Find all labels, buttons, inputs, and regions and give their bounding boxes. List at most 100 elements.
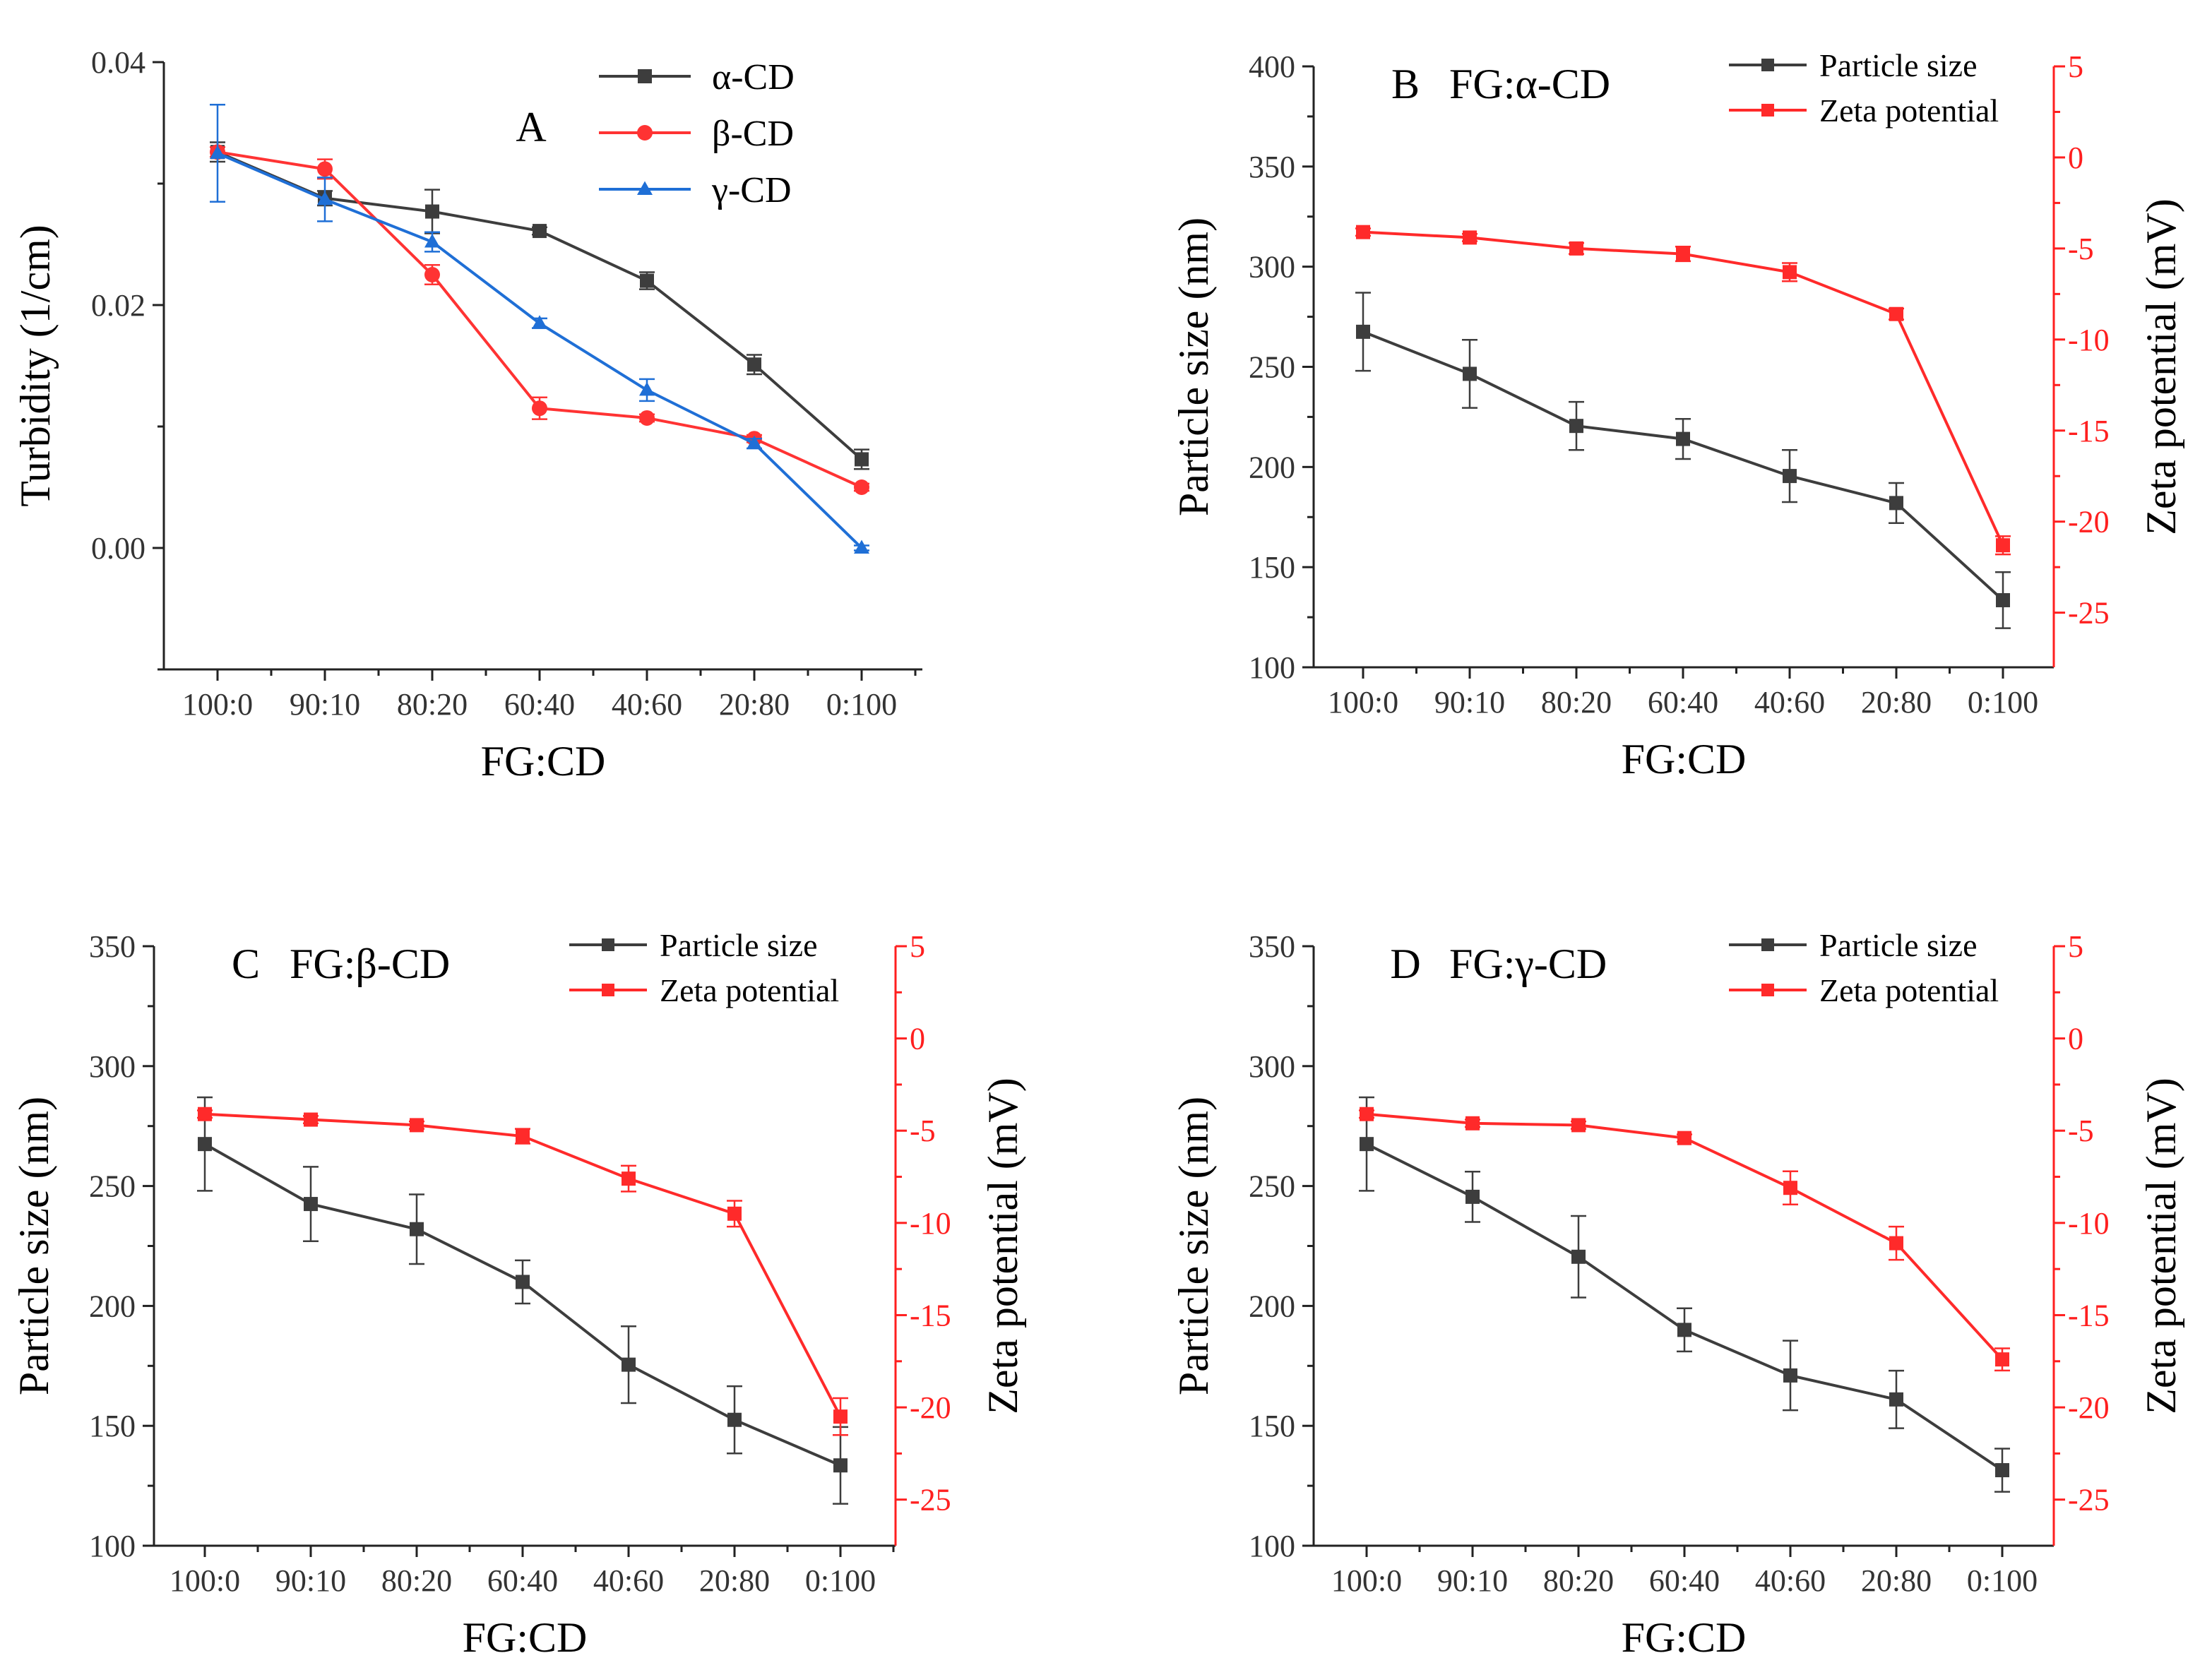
x-tick-label: 90:10	[1437, 1563, 1508, 1598]
data-point	[198, 1137, 212, 1152]
x-tick-label: 100:0	[170, 1563, 240, 1598]
panel-label: D	[1390, 941, 1420, 987]
legend-marker	[602, 938, 614, 951]
series-line	[1366, 1143, 2004, 1472]
data-point	[1889, 496, 1903, 511]
x-tick-label: 80:20	[397, 687, 468, 722]
series-size	[1355, 292, 2011, 629]
y2-axis-title: Zeta potential (mV)	[980, 1078, 1026, 1414]
y-tick-label: 250	[1249, 1169, 1295, 1204]
y2-axis-title: Zeta potential (mV)	[2138, 1078, 2184, 1414]
legend: Particle size Zeta potential	[1729, 47, 1999, 129]
data-point	[210, 145, 225, 159]
data-point	[1356, 225, 1370, 239]
data-point	[1996, 592, 2010, 607]
x-axis-title: FG:CD	[481, 738, 606, 785]
data-point	[304, 1197, 318, 1212]
x-tick-label: 100:0	[1328, 685, 1398, 720]
legend-marker	[602, 984, 614, 996]
x-tick-label: 0:100	[1967, 1563, 2038, 1598]
y2-tick-label: -25	[2068, 596, 2110, 631]
data-point	[516, 1129, 530, 1144]
legend-label: Particle size	[1819, 47, 1978, 83]
data-point	[1783, 265, 1797, 280]
y-tick-label: 100	[89, 1529, 136, 1563]
panel-title: FG:γ-CD	[1449, 941, 1607, 987]
series-size	[197, 1096, 848, 1505]
data-point	[1783, 469, 1797, 484]
y2-tick-label: -5	[2068, 232, 2094, 266]
legend: Particle size Zeta potential	[1729, 927, 1999, 1008]
y-tick-label: 0.00	[91, 531, 145, 566]
series-gamma	[210, 103, 869, 554]
legend-label: α-CD	[712, 57, 795, 97]
x-tick-label: 60:40	[1649, 1563, 1720, 1598]
x-tick-label: 90:10	[275, 1563, 346, 1598]
data-point	[1677, 1131, 1691, 1145]
y2-tick-label: -25	[2068, 1483, 2110, 1517]
x-tick-label: 80:20	[1543, 1563, 1614, 1598]
data-point	[1463, 230, 1477, 245]
y2-axis-title: Zeta potential (mV)	[2138, 198, 2184, 535]
series-line	[217, 152, 863, 549]
legend: α-CD β-CD γ-CD	[599, 57, 795, 210]
y-axis-title: Turbidity (1/cm)	[12, 225, 59, 506]
data-point	[639, 410, 655, 426]
x-tick-label: 40:60	[1755, 1563, 1826, 1598]
y-tick-label: 100	[1249, 1529, 1295, 1563]
data-point	[410, 1222, 424, 1236]
y2-tick-label: -20	[2068, 1390, 2110, 1425]
x-tick-label: 60:40	[504, 687, 575, 722]
x-tick-label: 60:40	[1648, 685, 1718, 720]
x-tick-label: 20:80	[719, 687, 790, 722]
y-tick-label: 300	[89, 1049, 136, 1084]
data-point	[198, 1107, 212, 1121]
data-point	[1676, 431, 1690, 446]
y2-tick-label: 0	[2068, 141, 2083, 175]
y2-tick-label: 0	[2068, 1022, 2083, 1056]
series-line	[1362, 330, 2004, 602]
panel-label: C	[232, 941, 260, 987]
y-axis-title: Particle size (nm)	[1170, 217, 1217, 516]
data-point	[1569, 241, 1583, 256]
x-tick-label: 90:10	[1434, 685, 1505, 720]
legend-label: β-CD	[712, 114, 794, 154]
data-point	[1463, 366, 1477, 381]
y-tick-label: 150	[1249, 1409, 1295, 1443]
x-tick-label: 100:0	[1331, 1563, 1402, 1598]
y2-tick-label: 5	[910, 929, 925, 964]
panel-label: A	[516, 104, 546, 150]
legend-label: Particle size	[1819, 927, 1978, 963]
y-tick-label: 350	[1249, 150, 1295, 184]
y-tick-label: 150	[89, 1409, 136, 1443]
panel-d-gamma-cd-chart: 100 150 200 250 300 350 -25 -20 -15 -10 -5 0 5 100:0 9…	[1170, 927, 2184, 1661]
x-tick-label: 0:100	[1968, 685, 2038, 720]
data-point	[855, 452, 869, 467]
series-size	[1359, 1096, 2010, 1493]
x-tick-label: 20:80	[1861, 685, 1932, 720]
data-point	[516, 1275, 530, 1289]
x-tick-label: 40:60	[612, 687, 682, 722]
legend-label: Zeta potential	[1819, 972, 1999, 1008]
data-point	[424, 267, 440, 282]
y2-tick-label: -25	[910, 1483, 951, 1517]
data-point	[1783, 1181, 1797, 1195]
y2-tick-label: -15	[2068, 1298, 2110, 1332]
y2-tick-label: -15	[910, 1298, 951, 1332]
panel-label: B	[1391, 61, 1420, 107]
data-point	[1889, 1236, 1903, 1251]
data-point	[854, 539, 869, 554]
y2-tick-label: -10	[910, 1206, 951, 1241]
y-tick-label: 300	[1249, 250, 1295, 285]
x-axis-title: FG:CD	[1622, 736, 1747, 782]
data-point	[1360, 1107, 1374, 1121]
panel-b-alpha-cd-chart: 100 150 200 250 300 350 400 -25 -20 -15 -10 -5 0 5 100…	[1170, 47, 2184, 782]
x-tick-label: 20:80	[699, 1563, 770, 1598]
series-line	[1362, 230, 2004, 547]
y2-tick-label: 0	[910, 1022, 925, 1056]
data-point	[833, 1409, 848, 1424]
x-tick-label: 80:20	[381, 1563, 452, 1598]
data-point	[1569, 419, 1583, 434]
data-point	[622, 1171, 636, 1186]
